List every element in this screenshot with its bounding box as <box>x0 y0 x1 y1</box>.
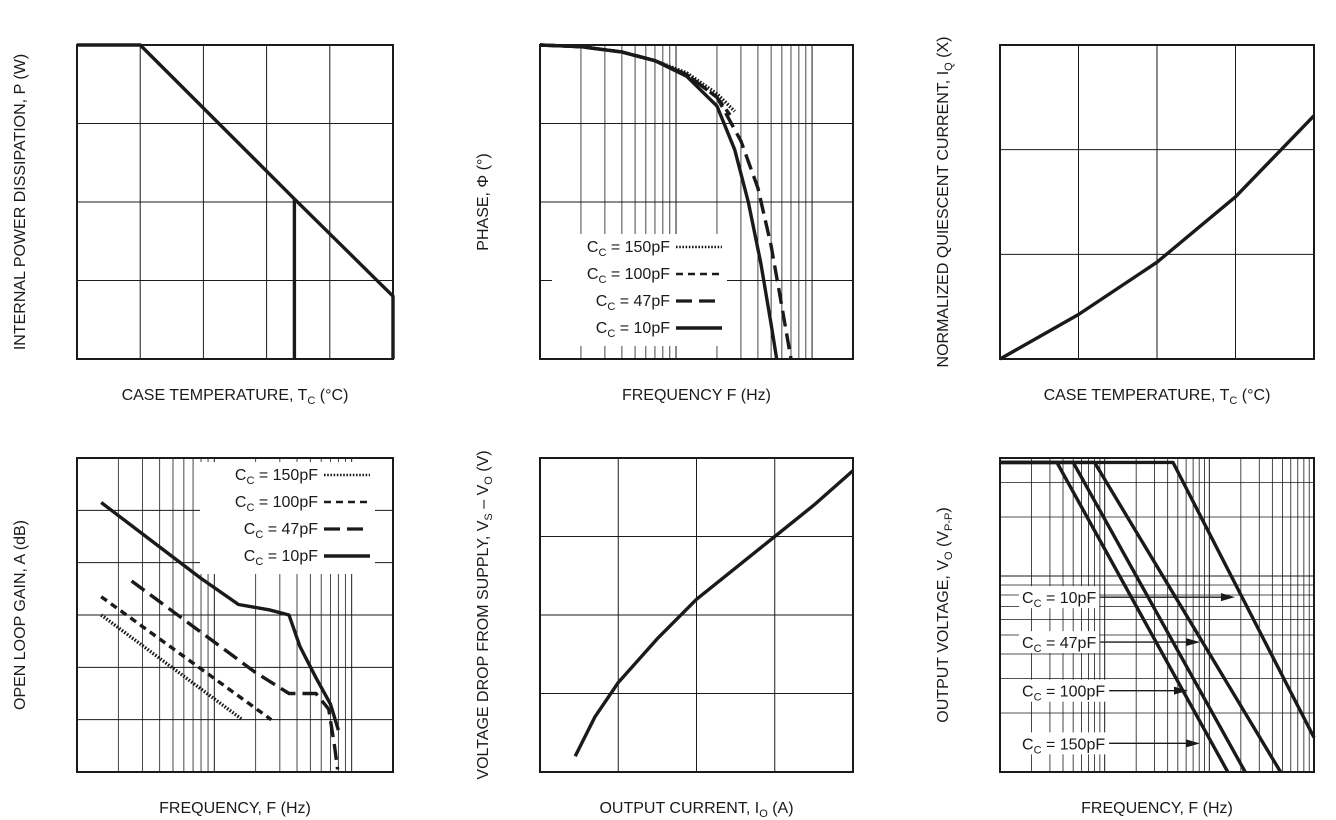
legend-item: CC = 47pF <box>596 293 670 313</box>
x-axis-label: OUTPUT CURRENT, IO (A) <box>599 800 793 820</box>
legend-item: CC = 150pF <box>587 239 670 259</box>
legend-label-bg <box>1019 631 1100 654</box>
series-line-47pf <box>130 579 340 770</box>
chart-normalized-quiescent-current: CASE TEMPERATURE, TC (°C) NORMALIZED QUIE… <box>935 37 1316 407</box>
x-axis-label: FREQUENCY, F (Hz) <box>159 800 311 817</box>
x-axis-label: FREQUENCY F (Hz) <box>622 387 771 404</box>
legend-item: CC = 10pF <box>244 548 318 568</box>
plot-frame <box>999 457 1315 773</box>
legend: CC = 150pF CC = 100pF CC = 47pF CC = 10pF <box>552 234 727 346</box>
x-axis-label: CASE TEMPERATURE, TC (°C) <box>1044 387 1271 407</box>
chart-power-response: FREQUENCY, F (Hz) OUTPUT VOLTAGE, VO (VP-… <box>935 457 1316 817</box>
chart-power-derating: CASE TEMPERATURE, TC (°C) INTERNAL POWER … <box>12 43 395 407</box>
legend-arrow-head <box>1174 686 1188 695</box>
chart-output-voltage-swing: OUTPUT CURRENT, IO (A) VOLTAGE DROP FROM … <box>475 450 855 820</box>
y-axis-label: PHASE, Φ (°) <box>475 153 492 250</box>
legend-item: CC = 10pF <box>596 320 670 340</box>
series-line-47pf <box>1000 460 1283 773</box>
legend-item: CC = 10pF <box>1022 590 1096 610</box>
legend-item: CC = 150pF <box>235 467 318 487</box>
y-axis-label: NORMALIZED QUIESCENT CURRENT, IQ (X) <box>935 37 955 368</box>
grid <box>76 44 394 360</box>
grid <box>999 44 1315 360</box>
series-line-0 <box>999 114 1316 361</box>
legend-item: CC = 100pF <box>587 266 670 286</box>
legend-item: CC = 47pF <box>244 521 318 541</box>
legend-item: CC = 47pF <box>1022 635 1096 655</box>
series-line-100pf <box>100 595 273 722</box>
legend-arrow-head <box>1186 638 1200 647</box>
legend-label-bg <box>1019 586 1100 609</box>
grid <box>539 457 854 773</box>
x-axis-label: CASE TEMPERATURE, TC (°C) <box>122 387 349 407</box>
plot-frame <box>539 457 854 773</box>
plot-frame <box>76 457 394 773</box>
y-axis-label: VOLTAGE DROP FROM SUPPLY, VS – VO (V) <box>475 450 495 779</box>
series-line-1 <box>293 197 395 359</box>
y-axis-label: INTERNAL POWER DISSIPATION, P (W) <box>12 54 29 350</box>
legend-item: CC = 100pF <box>235 494 318 514</box>
series-line-0 <box>77 43 296 201</box>
x-axis-label: FREQUENCY, F (Hz) <box>1081 800 1233 817</box>
y-axis-label: OPEN LOOP GAIN, A (dB) <box>12 520 29 710</box>
series-line-10pf <box>100 501 341 731</box>
legend: CC = 10pF CC = 47pF CC = 100pF CC = 150pF <box>1019 586 1235 756</box>
plot-frame <box>999 44 1315 360</box>
legend: CC = 150pF CC = 100pF CC = 47pF CC = 10pF <box>200 462 375 574</box>
legend-arrow-head <box>1186 739 1200 748</box>
chart-phase-response: FREQUENCY F (Hz)PHASE, Φ (°) CC = 150pFCC… <box>475 43 854 404</box>
legend-item: CC = 150pF <box>1022 736 1105 756</box>
series-line-0 <box>573 469 855 758</box>
series-line-150pf <box>1000 460 1230 773</box>
plot-frame <box>539 44 854 360</box>
plot-frame <box>76 44 394 360</box>
series-line-10pf <box>539 43 779 360</box>
legend-arrow-head <box>1221 593 1235 602</box>
legend-item: CC = 100pF <box>1022 684 1105 704</box>
series-line-150pf <box>100 613 244 722</box>
legend-label-bg <box>1019 732 1109 755</box>
grid <box>999 457 1314 773</box>
series-line-47pf <box>539 43 793 360</box>
chart-small-signal-response: FREQUENCY, F (Hz) OPEN LOOP GAIN, A (dB) C… <box>12 457 394 817</box>
legend-label-bg <box>1019 679 1109 702</box>
y-axis-label: OUTPUT VOLTAGE, VO (VP-P) <box>935 507 955 722</box>
